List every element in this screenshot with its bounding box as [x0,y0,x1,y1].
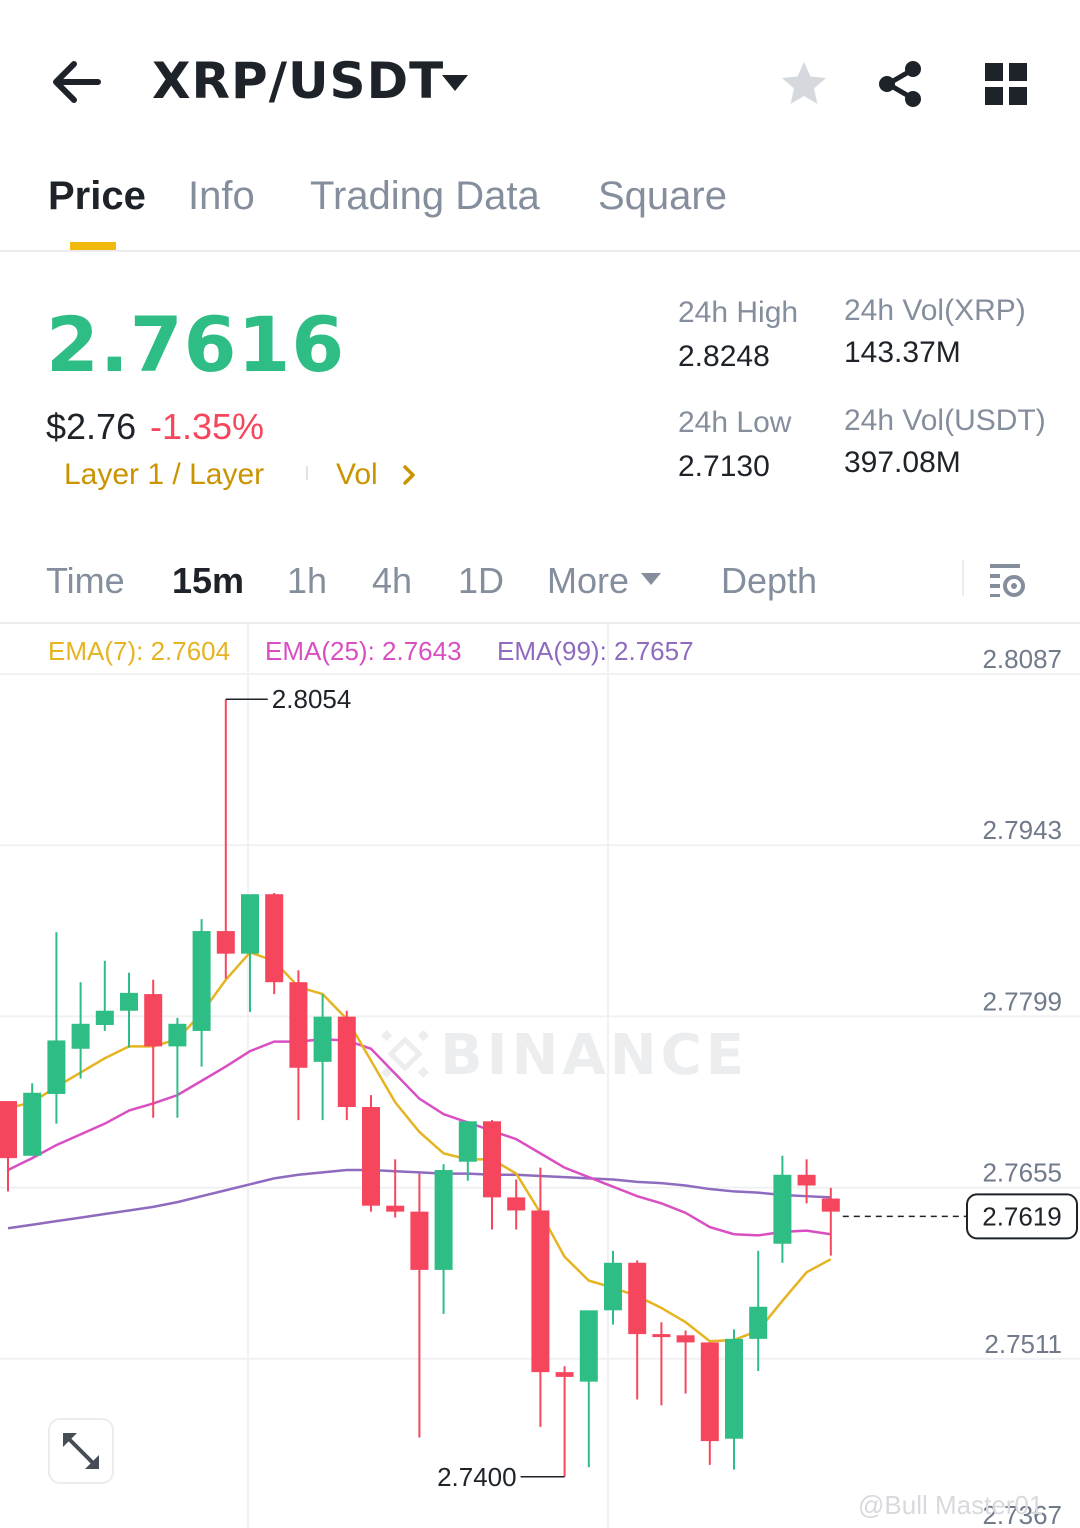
candles [0,699,840,1477]
last-price: 2.7616 [46,300,346,389]
candle-body [483,1121,501,1198]
y-tick-label: 2.7943 [982,815,1062,845]
ema7-legend: EMA(7): 2.7604 [48,636,231,666]
candle-body [531,1210,550,1373]
grid-icon[interactable] [980,58,1032,110]
candle-body [71,1023,90,1049]
candle-body [192,931,211,1031]
candle-body [797,1174,816,1186]
candle-body [265,894,284,983]
y-tick-label: 2.7655 [982,1158,1062,1188]
usd-price: $2.76 [46,406,137,447]
current-price-box [966,1193,1078,1240]
candle-body [725,1338,743,1439]
depth-tab[interactable]: Depth [721,560,818,601]
ema25-line [7,1038,831,1237]
candle-body [700,1342,719,1442]
tab-bar: Price Info Trading Data Square [0,168,1080,252]
share-icon[interactable] [874,58,926,110]
ema99-line [7,1168,831,1230]
tag-divider [306,466,308,480]
interval-1d[interactable]: 1D [458,560,505,601]
candle-body [23,1092,42,1156]
candle-body [337,1016,356,1108]
high-marker-label: 2.8054 [272,684,352,714]
candle-body [676,1335,695,1343]
low-marker-label: 2.7400 [437,1462,517,1492]
price-axis: 2.8087 2.7943 2.7799 2.7655 2.7511 2.7367 [982,644,1062,1528]
candle-body [0,1101,17,1159]
vol-xrp-value: 143.37M [844,336,961,369]
vol-link[interactable]: Vol [336,458,378,491]
fullscreen-button[interactable] [48,1418,114,1484]
y-tick-label: 2.7511 [984,1329,1062,1359]
y-tick-label: 2.8087 [982,644,1062,674]
candle-body [362,1107,380,1206]
candle-body [120,992,138,1011]
pair-title[interactable]: XRP/USDT [152,52,445,110]
price-change-percent: -1.35% [150,406,265,447]
extreme-markers: 2.8054 2.7400 [225,684,565,1492]
candle-body [216,931,235,954]
candle-body [579,1310,598,1382]
caret-down-icon[interactable] [440,72,470,94]
candle-body [821,1198,840,1212]
candle-body [289,982,308,1068]
tab-info[interactable]: Info [188,174,255,218]
category-tag[interactable]: Layer 1 / Layer [64,458,265,491]
user-watermark: @Bull Master01 [858,1490,1044,1520]
high-value: 2.8248 [678,340,770,373]
back-arrow-icon[interactable] [46,56,106,108]
candle-body [628,1262,647,1335]
candle-body [168,1023,187,1047]
vol-xrp-label: 24h Vol(XRP) [844,294,1026,327]
star-icon[interactable] [778,58,830,110]
active-tab-indicator [70,242,116,250]
top-bar: XRP/USDT [0,0,1080,160]
current-price-label: 2.7619 [982,1201,1062,1231]
current-price-line: 2.7619 [842,1193,1078,1240]
interval-divider [962,560,964,596]
candle-body [313,1016,332,1062]
candle-body [241,894,259,954]
vol-usdt-value: 397.08M [844,446,961,479]
candle-body [386,1205,405,1212]
low-label: 24h Low [678,406,792,439]
candle-body [652,1334,671,1338]
vol-usdt-label: 24h Vol(USDT) [844,404,1046,437]
candle-body [458,1121,477,1162]
binance-watermark-text: BINANCE [440,1023,748,1088]
candle-body [507,1197,526,1211]
candle-body [749,1306,768,1339]
high-label: 24h High [678,296,799,329]
chart-settings-icon[interactable] [986,560,1030,600]
candle-body [95,1010,114,1025]
candlestick-chart[interactable]: BINANCE 2.80872.79432.77992.76552.75112.… [0,624,1080,1528]
y-tick-label: 2.7367 [982,1500,1062,1528]
candle-body [773,1174,792,1244]
caret-down-icon[interactable] [640,572,662,586]
interval-15m[interactable]: 15m [172,560,245,601]
interval-1h[interactable]: 1h [287,560,328,601]
ema99-legend: EMA(99): 2.7657 [497,636,694,666]
interval-time[interactable]: Time [46,560,125,601]
candle-body [604,1262,622,1311]
interval-bar: Time 15m 1h 4h 1D More Depth [0,548,1080,624]
candle-body [555,1372,574,1377]
interval-4h[interactable]: 4h [372,560,413,601]
binance-watermark: BINANCE [380,1023,748,1088]
tab-square[interactable]: Square [598,174,727,218]
y-tick-label: 2.7799 [982,986,1062,1016]
tab-price[interactable]: Price [48,174,146,218]
candle-body [434,1170,453,1270]
tab-trading-data[interactable]: Trading Data [310,174,540,218]
candle-body [144,994,163,1047]
candle-body [410,1211,429,1270]
candle-body [47,1040,66,1094]
low-value: 2.7130 [678,450,770,483]
interval-more[interactable]: More [547,560,630,601]
ema25-legend: EMA(25): 2.7643 [265,636,462,666]
chevron-right-icon[interactable] [400,462,420,488]
expand-icon [63,1433,99,1469]
